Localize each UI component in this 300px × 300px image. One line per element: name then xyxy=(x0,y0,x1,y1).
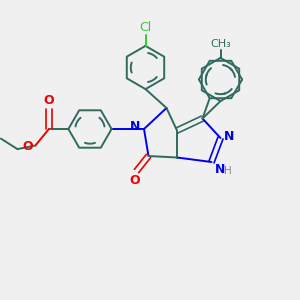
Text: O: O xyxy=(44,94,54,107)
Text: O: O xyxy=(22,140,33,153)
Text: O: O xyxy=(130,174,140,187)
Text: Cl: Cl xyxy=(140,21,152,34)
Text: N: N xyxy=(215,163,226,176)
Text: N: N xyxy=(130,120,140,133)
Text: CH₃: CH₃ xyxy=(210,39,231,49)
Text: N: N xyxy=(224,130,235,143)
Text: H: H xyxy=(224,166,232,176)
